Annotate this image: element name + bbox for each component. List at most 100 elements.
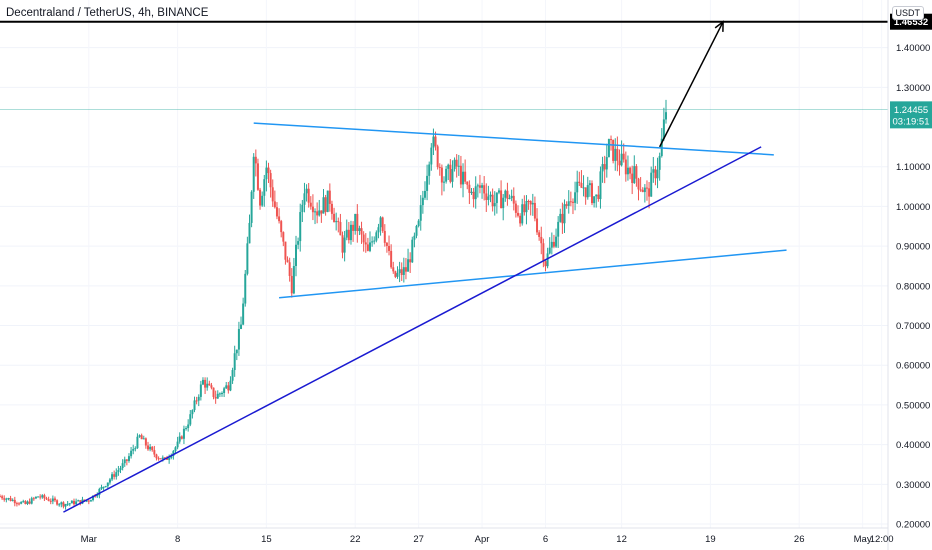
candle-up (142, 438, 145, 440)
candle-down (654, 169, 657, 179)
candle-down (195, 400, 198, 402)
candle-down (648, 188, 651, 197)
price-tick-label: 0.80000 (896, 281, 930, 292)
candle-up (322, 197, 325, 214)
candle-down (311, 206, 314, 213)
time-tick-label: May (854, 534, 872, 545)
candle-up (111, 474, 114, 480)
candle-down (635, 166, 638, 179)
candle-up (495, 192, 498, 204)
candle-down (280, 221, 283, 233)
candle-down (210, 385, 213, 388)
candle-up (299, 212, 302, 242)
candle-up (30, 498, 33, 504)
candle-down (259, 189, 262, 206)
currency-badge[interactable]: USDT (891, 6, 924, 20)
candle-down (356, 213, 359, 232)
candle-up (432, 136, 435, 148)
candle-down (434, 136, 437, 147)
trendlines-layer (63, 122, 787, 513)
candle-down (364, 242, 367, 245)
candle-up (650, 172, 653, 197)
candle-up (447, 164, 450, 169)
candle-down (9, 498, 12, 501)
candle-down (542, 243, 545, 262)
candle-up (407, 259, 410, 272)
candle-up (428, 164, 431, 176)
candle-down (337, 221, 340, 223)
candle-down (39, 496, 42, 498)
candle-down (538, 232, 541, 237)
candle-up (60, 502, 63, 505)
candle-up (117, 470, 120, 473)
candle-up (595, 194, 598, 197)
candle-down (341, 235, 344, 253)
candle-up (474, 186, 477, 200)
candle-up (242, 303, 245, 325)
candle-up (221, 393, 223, 395)
candle-down (468, 184, 471, 193)
candle-down (561, 213, 564, 224)
price-axis[interactable]: 1.40000 1.30000 1.10000 1.00000 0.90000 0.800… (887, 0, 932, 550)
candle-up (295, 244, 297, 267)
candles-layer (0, 99, 667, 510)
candle-down (385, 242, 388, 246)
candle-up (371, 241, 374, 243)
candle-up (11, 499, 14, 501)
candle-up (106, 482, 109, 487)
candle-up (658, 155, 661, 170)
candle-down (1, 496, 4, 499)
countdown-label: 03:19:51 (893, 116, 930, 127)
time-tick-label: 26 (794, 534, 805, 545)
time-tick-label: 19 (705, 534, 716, 545)
candle-up (75, 501, 78, 505)
candle-down (153, 450, 156, 455)
candle-down (637, 178, 640, 190)
candle-up (187, 424, 190, 429)
candle-up (601, 164, 604, 172)
candle-up (244, 273, 247, 304)
candle-up (326, 190, 329, 212)
candle-up (369, 242, 371, 251)
candle-up (607, 139, 610, 158)
candle-down (514, 203, 517, 213)
candle-up (115, 472, 118, 477)
candle-down (527, 200, 530, 202)
candle-up (563, 204, 566, 224)
candle-down (449, 164, 452, 182)
candle-down (286, 259, 289, 263)
candle-up (7, 498, 10, 500)
candle-up (51, 498, 54, 502)
candle-up (567, 201, 570, 206)
candle-down (43, 495, 46, 499)
price-tick-label: 0.70000 (896, 321, 930, 332)
candle-up (176, 441, 179, 448)
candle-down (166, 457, 169, 460)
candle-up (497, 190, 500, 193)
candle-up (104, 486, 107, 488)
candle-up (457, 165, 460, 167)
candle-up (193, 400, 196, 411)
candle-down (491, 194, 494, 207)
candle-up (20, 502, 23, 504)
candle-up (525, 200, 528, 213)
symbol-title[interactable]: Decentraland / TetherUS, 4h, BINANCE (6, 7, 209, 19)
candle-down (645, 187, 648, 189)
candle-down (580, 183, 583, 188)
candle-up (301, 204, 304, 213)
candle-down (316, 211, 319, 216)
candle-down (56, 500, 59, 505)
candle-down (163, 457, 166, 459)
candle-down (506, 190, 509, 199)
candle-down (569, 201, 572, 203)
candle-down (254, 156, 257, 164)
candle-down (436, 146, 439, 167)
candle-up (402, 267, 405, 275)
candle-up (168, 457, 171, 460)
candle-down (603, 164, 606, 170)
candle-up (314, 211, 317, 213)
candle-up (502, 197, 505, 209)
candle-up (445, 168, 448, 182)
